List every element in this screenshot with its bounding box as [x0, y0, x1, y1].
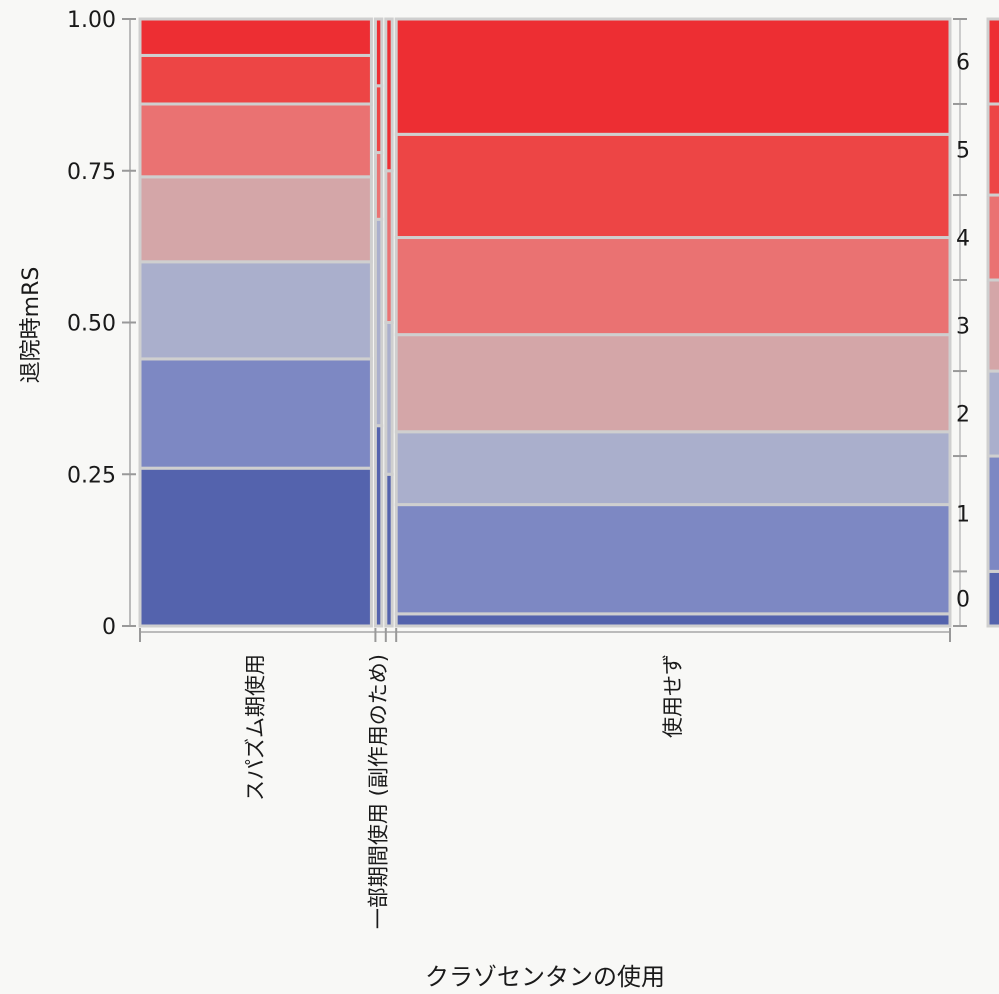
mosaic-tile [384, 321, 394, 476]
mosaic-tile [394, 503, 952, 616]
y-tick-label: 1.00 [67, 8, 116, 33]
mosaic-tile [394, 236, 952, 337]
x-axis-title: クラゾセンタンの使用 [425, 963, 665, 991]
marginal-tile [986, 454, 999, 573]
mosaic-tile [394, 333, 952, 434]
x-category-label: 使用せず [661, 654, 685, 738]
mosaic-tile [138, 53, 373, 106]
y-axis: 0 0.25 0.50 0.75 1.00 [67, 8, 136, 640]
mosaic-tile [394, 132, 952, 240]
level-label: 3 [956, 315, 970, 340]
mosaic-tile [373, 424, 384, 628]
y-tick-label: 0 [102, 615, 116, 640]
mosaic-tile [394, 17, 952, 136]
mosaic-tiles [138, 17, 952, 628]
mosaic-tile [373, 217, 384, 428]
marginal-tile [986, 102, 999, 197]
mosaic-tile [138, 260, 373, 361]
level-label: 4 [956, 227, 970, 252]
marginal-column [986, 17, 999, 628]
mosaic-tile [373, 151, 384, 221]
mosaic-tile [384, 169, 394, 324]
mosaic-tile [138, 17, 373, 57]
y-tick-label: 0.75 [67, 160, 116, 185]
x-category-label: 一部期間使用 (副作用のため) [367, 654, 391, 929]
mosaic-tile [138, 357, 373, 470]
level-label: 0 [956, 588, 970, 613]
marginal-tile [986, 193, 999, 282]
mosaic-tile [373, 17, 384, 88]
level-label: 6 [956, 50, 970, 75]
x-axis: スパズム期使用 一部期間使用 (副作用のため) 使用せず [139, 628, 951, 929]
level-label: 5 [956, 139, 970, 164]
mosaic-tile [394, 612, 952, 628]
level-label: 2 [956, 403, 970, 428]
marginal-tile [986, 369, 999, 458]
level-axis: 0 1 2 3 4 5 6 [953, 18, 970, 627]
mosaic-tile [373, 84, 384, 155]
x-category-label: スパズム期使用 [244, 654, 268, 801]
y-axis-title: 退院時mRS [19, 267, 44, 384]
marginal-tile [986, 278, 999, 373]
mosaic-tile [384, 472, 394, 628]
mosaic-tile [384, 17, 394, 173]
marginal-tile [986, 17, 999, 106]
y-tick-label: 0.50 [67, 312, 116, 337]
mosaic-tile [138, 175, 373, 264]
marginal-tile [986, 569, 999, 628]
mosaic-tile [138, 102, 373, 179]
mosaic-tile [394, 430, 952, 507]
level-label: 1 [956, 503, 970, 528]
mosaic-tile [138, 466, 373, 628]
y-tick-label: 0.25 [67, 463, 116, 488]
